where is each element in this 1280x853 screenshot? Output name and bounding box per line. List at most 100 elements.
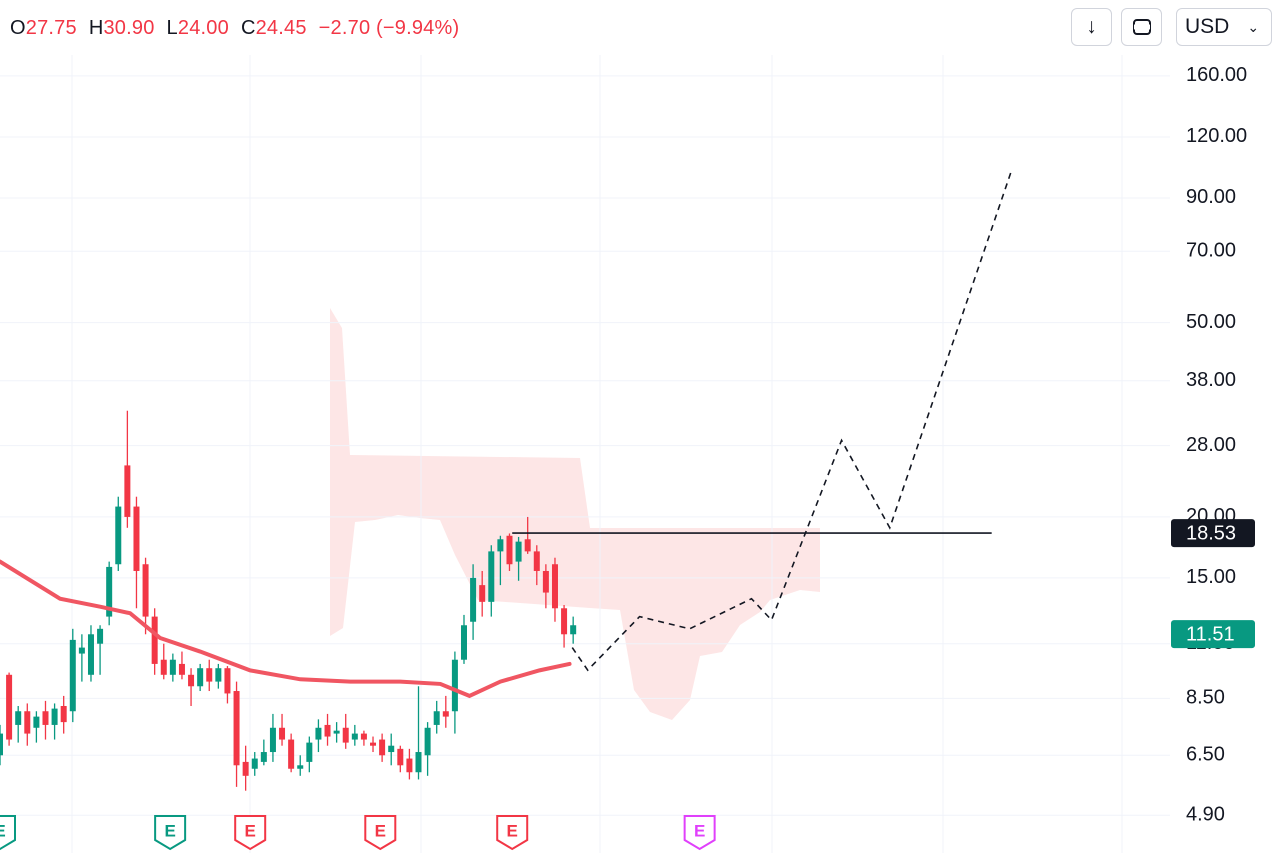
y-tick-label: 120.00 [1186, 125, 1247, 147]
candle-body [78, 647, 85, 654]
candle-body [188, 674, 195, 687]
candle-body [315, 727, 322, 740]
event-label: E [694, 821, 705, 840]
moving-average [0, 559, 572, 699]
ohlc-value: 24.00 [177, 17, 229, 39]
y-tick-label: 70.00 [1186, 240, 1236, 262]
candle-body [178, 663, 185, 675]
y-tick-label: 6.50 [1186, 744, 1225, 766]
candle-body [115, 506, 122, 565]
candle-body [333, 730, 340, 734]
ohlc-value: 24.45 [255, 17, 307, 39]
candle-body [142, 564, 149, 617]
candle-body [497, 539, 504, 552]
candle-body [379, 739, 386, 756]
y-tick-label: 50.00 [1186, 311, 1236, 333]
event-label: E [0, 821, 6, 840]
event-marker [154, 815, 187, 851]
y-tick-label: 90.00 [1186, 186, 1236, 208]
event-marker [683, 815, 716, 851]
candle-body [42, 711, 49, 725]
candle-body [297, 765, 304, 769]
fullscreen-button[interactable] [1121, 8, 1162, 46]
candle-body [561, 608, 568, 635]
last-price-tag-bg [1171, 620, 1255, 649]
candle-body [351, 733, 358, 740]
candle-body [279, 727, 286, 740]
event-marker [496, 815, 529, 851]
candle-body [60, 706, 67, 723]
y-tick-label: 8.50 [1186, 687, 1225, 709]
candle-body [551, 564, 558, 609]
candle-body [406, 758, 413, 773]
candle-body [242, 761, 249, 776]
candle-body [133, 506, 140, 571]
candle-body [397, 748, 404, 766]
candle-body [233, 691, 240, 766]
currency: USD [1185, 15, 1230, 38]
y-tick-label: 20.00 [1186, 505, 1236, 527]
candle-body [124, 465, 131, 517]
candle-body [460, 625, 467, 660]
event-label: E [245, 821, 256, 840]
candle-body [169, 659, 176, 675]
candle-body [488, 551, 495, 602]
candle-body [24, 711, 31, 734]
candle-body [424, 727, 431, 756]
candle-body [224, 668, 231, 694]
ohlc-value: 30.90 [103, 17, 155, 39]
candle-body [442, 711, 449, 717]
candle-body [470, 577, 477, 622]
candle-body [360, 733, 367, 740]
ohlc-value: 27.75 [25, 17, 77, 39]
candle-body [6, 674, 13, 740]
candle-body [33, 716, 40, 728]
ohlc-legend: O27.75 H30.90 L24.00 C24.45 −2.70 (−9.94%) [10, 17, 471, 40]
forecast-band [330, 308, 820, 720]
candle-body [342, 727, 349, 743]
candle-body [197, 668, 204, 687]
event-label: E [507, 821, 518, 840]
y-tick-label: 28.00 [1186, 434, 1236, 456]
ohlc-key: H [88, 17, 104, 39]
y-tick-label: 160.00 [1186, 64, 1247, 86]
candle-body [451, 659, 458, 712]
event-label: E [164, 821, 175, 840]
change: −2.70 (−9.94%) [318, 17, 460, 39]
y-tick-label: 11.00 [1186, 632, 1235, 654]
candle-body [15, 711, 22, 725]
candle-body [415, 752, 422, 773]
projection-line [571, 169, 1013, 672]
currency-select[interactable]: USD ⌄ [1176, 8, 1272, 46]
fullscreen-icon [1132, 19, 1151, 35]
candle-body [206, 668, 213, 682]
candle-body [269, 727, 276, 753]
candle-body [0, 733, 3, 756]
y-tick-label: 15.00 [1186, 566, 1236, 588]
candle-body [251, 758, 258, 769]
candle-body [51, 708, 58, 725]
candle-body [570, 625, 577, 635]
candle-body [506, 535, 513, 565]
candle-body [306, 742, 313, 762]
ohlc-key: L [166, 17, 178, 39]
y-tick-label: 38.00 [1186, 369, 1236, 391]
candle-body [479, 585, 486, 602]
candle-body [515, 541, 522, 562]
candle-body [160, 659, 167, 675]
ohlc-key: C [240, 17, 256, 39]
candle-body [433, 711, 440, 725]
candle-body [288, 739, 295, 769]
candle-body [324, 724, 331, 737]
candle-body [388, 745, 395, 753]
candle-body [524, 539, 531, 552]
candle-body [542, 570, 549, 593]
last-price-tag: 11.51 [1186, 623, 1235, 645]
y-tick-label: 4.90 [1186, 803, 1225, 825]
candle-body [106, 566, 113, 617]
candle-body [151, 616, 158, 664]
download-button[interactable]: ↓ [1071, 8, 1112, 46]
event-label: E [375, 821, 386, 840]
